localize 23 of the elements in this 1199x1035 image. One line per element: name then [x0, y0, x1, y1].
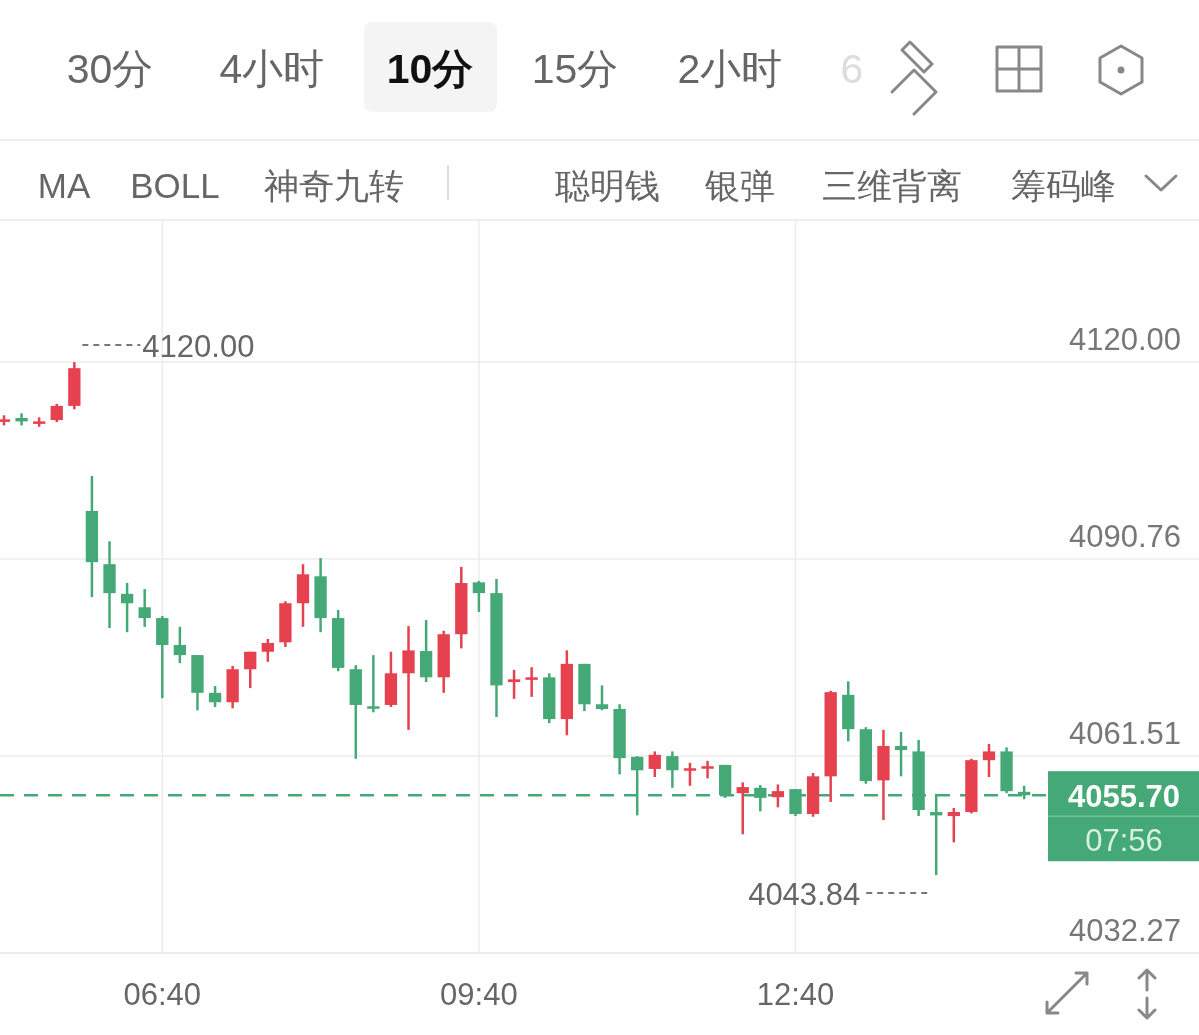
text: 10分: [386, 46, 474, 92]
y-tick-label: 4090.76: [1068, 519, 1181, 555]
text: MA: [37, 166, 91, 205]
text: 银弹: [704, 166, 775, 205]
text: 神奇九转: [264, 166, 404, 205]
text: 筹码峰: [1010, 166, 1116, 205]
ref-line-label: 4055.70: [1067, 779, 1181, 815]
annotation: 4120.00: [142, 329, 255, 365]
text: 4小时: [219, 46, 325, 92]
text: 30分: [66, 46, 154, 92]
text: 聪明钱: [554, 166, 660, 205]
annotation: 4043.84: [748, 877, 861, 913]
x-tick-label: 09:40: [440, 977, 518, 1012]
text: BOLL: [130, 166, 220, 205]
x-tick-label: 06:40: [123, 977, 202, 1012]
annotation: 07:56: [1085, 823, 1163, 859]
y-tick-label: 4120.00: [1068, 322, 1181, 358]
y-tick-label: 4061.51: [1068, 716, 1181, 752]
y-tick-label: 4032.27: [1068, 913, 1181, 948]
text: 2小时: [677, 46, 783, 92]
x-tick-label: 12:40: [756, 977, 835, 1012]
text: 15分: [531, 46, 619, 92]
text: 三维背离: [822, 166, 962, 205]
